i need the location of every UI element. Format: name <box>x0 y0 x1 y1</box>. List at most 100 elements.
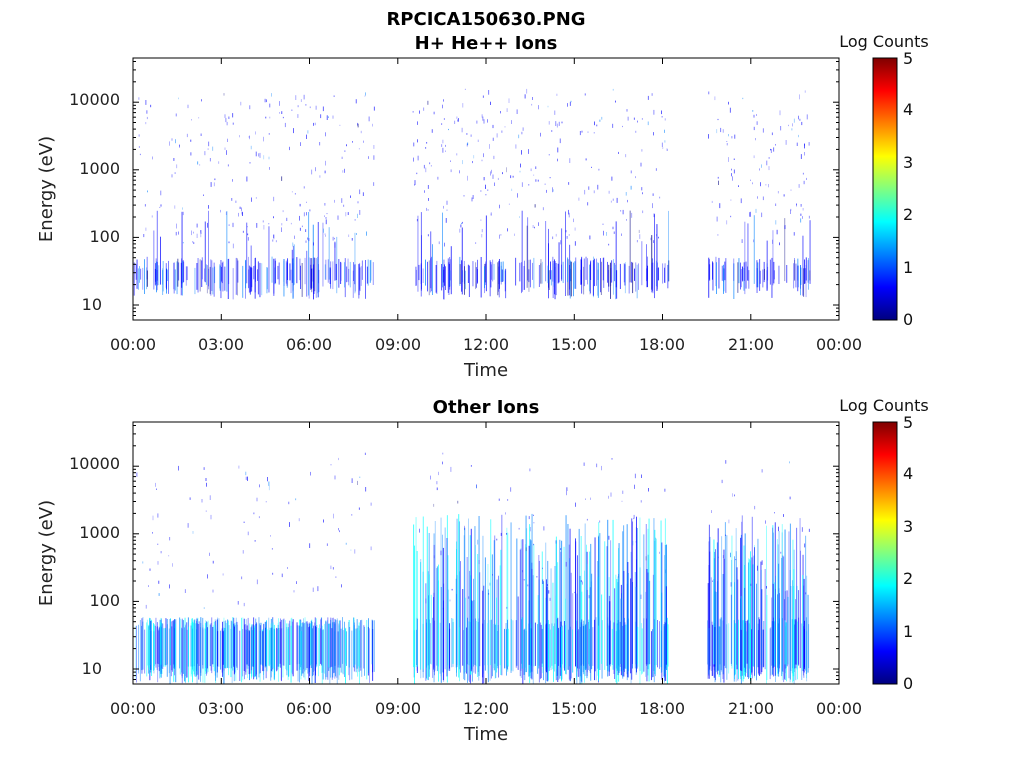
spectrogram-streak <box>809 220 811 284</box>
spectrogram-speckle <box>364 95 366 97</box>
spectrogram-streak <box>442 212 443 288</box>
spectrogram-streak <box>140 268 142 280</box>
spectrogram-speckle <box>319 142 321 146</box>
spectrogram-streak <box>354 628 356 665</box>
spectrogram-streak <box>182 260 184 283</box>
spectrogram-streak <box>369 260 371 283</box>
spectrogram-streak <box>181 258 183 288</box>
spectrogram-streak <box>354 264 356 292</box>
spectrogram-streak <box>415 517 417 668</box>
spectrogram-streak <box>583 258 585 287</box>
spectrogram-speckle <box>467 142 469 146</box>
spectrogram-speckle <box>808 528 810 532</box>
spectrogram-streak <box>759 259 761 291</box>
spectrogram-streak <box>735 623 736 675</box>
spectrogram-streak <box>741 521 743 672</box>
spectrogram-streak <box>731 535 733 669</box>
spectrogram-streak <box>340 261 342 284</box>
spectrogram-speckle <box>273 234 275 239</box>
spectrogram-streak <box>620 598 622 664</box>
spectrogram-speckle <box>755 138 756 141</box>
spectrogram-streak <box>209 624 211 667</box>
spectrogram-speckle <box>178 465 179 471</box>
spectrogram-speckle <box>667 149 668 151</box>
spectrogram-speckle <box>461 127 463 133</box>
spectrogram-speckle <box>247 237 249 241</box>
spectrogram-streak <box>649 580 651 665</box>
spectrogram-streak <box>630 578 632 673</box>
spectrogram-speckle <box>312 587 314 592</box>
spectrogram-speckle <box>306 134 307 139</box>
spectrogram-streak <box>740 537 742 671</box>
spectrogram-speckle <box>158 580 160 584</box>
spectrogram-streak <box>196 629 197 672</box>
plot-frame <box>132 421 840 685</box>
spectrogram-streak <box>162 270 164 295</box>
spectrogram-streak <box>750 629 752 675</box>
spectrogram-streak <box>436 260 438 294</box>
spectrogram-streak <box>752 564 754 667</box>
spectrogram-speckle <box>637 120 638 123</box>
spectrogram-speckle <box>299 203 301 207</box>
spectrogram-speckle <box>428 198 429 201</box>
spectrogram-streak <box>611 260 613 283</box>
spectrogram-streak <box>448 262 450 295</box>
spectrogram-streak <box>330 617 332 668</box>
spectrogram-streak <box>524 628 526 681</box>
spectrogram-speckle <box>470 134 472 137</box>
spectrogram-speckle <box>145 122 147 125</box>
spectrogram-streak <box>750 551 751 681</box>
spectrogram-speckle <box>232 122 234 125</box>
spectrogram-streak <box>196 618 198 675</box>
spectrogram-speckle <box>357 213 358 218</box>
spectrogram-speckle <box>625 192 627 196</box>
spectrogram-streak <box>142 267 144 290</box>
spectrogram-speckle <box>357 201 359 204</box>
spectrogram-streak <box>494 535 496 664</box>
spectrogram-speckle <box>731 173 732 177</box>
spectrogram-speckle <box>490 213 492 216</box>
spectrogram-streak <box>357 628 359 677</box>
spectrogram-streak <box>146 619 148 666</box>
spectrogram-speckle <box>169 584 170 589</box>
spectrogram-streak <box>558 242 560 283</box>
spectrogram-speckle <box>344 150 346 152</box>
spectrogram-streak <box>269 627 271 665</box>
panel-title: H+ He++ Ions <box>415 33 558 54</box>
spectrogram-streak <box>735 551 737 665</box>
spectrogram-streak <box>773 621 775 667</box>
spectrogram-streak <box>228 258 230 285</box>
spectrogram-streak <box>595 617 597 681</box>
y-minor-ticks <box>132 58 840 321</box>
spectrogram-speckle <box>427 234 429 237</box>
spectrogram-speckle <box>306 201 307 203</box>
spectrogram-streak <box>733 258 735 281</box>
spectrogram-speckle <box>206 482 207 487</box>
colorbar: Log Counts 0 1 2 3 4 5 <box>839 32 929 329</box>
spectrogram-streak <box>153 230 155 290</box>
spectrogram-streak <box>607 519 609 677</box>
spectrogram-speckle <box>480 219 482 221</box>
spectrogram-streak <box>795 263 797 288</box>
spectrogram-speckle <box>303 212 305 217</box>
spectrogram-streak <box>239 630 241 681</box>
spectrogram-streak <box>256 622 257 675</box>
spectrogram-streak <box>210 623 212 671</box>
spectrogram-streak <box>786 265 788 283</box>
spectrogram-streak <box>722 574 724 675</box>
spectrogram-speckle <box>324 170 326 174</box>
spectrogram-streak <box>741 515 743 676</box>
spectrogram-streak <box>490 262 492 288</box>
spectrogram-streak <box>769 259 771 285</box>
spectrogram-streak <box>579 575 581 684</box>
spectrogram-streak <box>493 540 495 671</box>
spectrogram-streak <box>510 522 512 673</box>
spectrogram-streak <box>464 266 465 295</box>
spectrogram-streak <box>756 583 757 681</box>
spectrogram-streak <box>297 625 299 682</box>
spectrogram-streak <box>666 617 668 684</box>
spectrogram-speckle <box>462 160 463 165</box>
spectrogram-speckle <box>338 457 339 461</box>
spectrogram-streak <box>490 519 492 666</box>
spectrogram-speckle <box>207 574 208 579</box>
